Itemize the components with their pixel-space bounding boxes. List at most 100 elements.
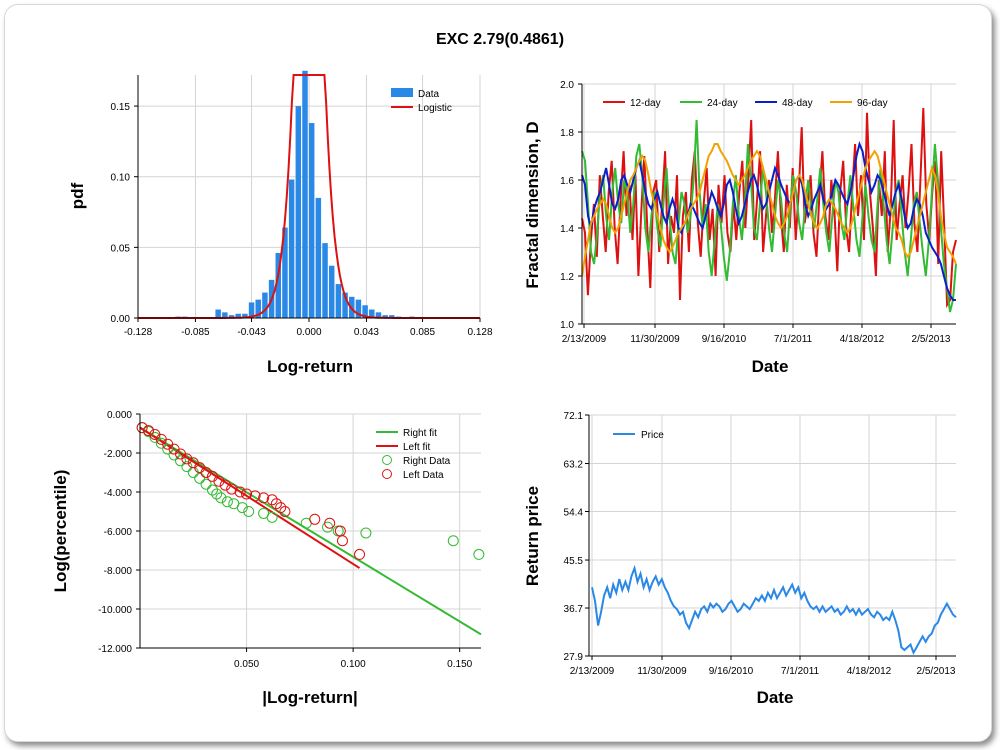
x-tick-label: 0.085 <box>410 327 435 338</box>
legend-label: 48-day <box>782 98 813 109</box>
x-tick-label: 2/13/2009 <box>570 666 615 677</box>
histogram-bar <box>335 284 342 318</box>
right-data-point <box>200 478 212 490</box>
legend-label: 96-day <box>857 98 888 109</box>
y-tick-label: 72.1 <box>564 411 584 422</box>
histogram-bar <box>382 315 388 318</box>
right-data-point <box>174 455 186 467</box>
histogram-bar <box>275 253 282 318</box>
y-tick-label: 1.4 <box>560 224 574 235</box>
right-data-point <box>162 443 174 455</box>
right-data-point <box>266 511 278 523</box>
histogram-bar <box>328 265 335 318</box>
right-data-point <box>149 431 161 443</box>
x-axis-label: Log-return <box>267 357 353 376</box>
y-tick-label: -4.000 <box>104 488 133 499</box>
legend-left-fit-label: Left fit <box>403 442 430 453</box>
y-tick-label: 36.7 <box>564 604 584 615</box>
x-tick-label: -0.128 <box>124 327 153 338</box>
x-axis-label: |Log-return| <box>262 688 357 707</box>
x-tick-label: 2/5/2013 <box>917 666 956 677</box>
left-data-point <box>200 467 212 478</box>
y-tick-label: 1.8 <box>560 128 574 139</box>
y-axis-label: Log(percentile) <box>51 470 70 593</box>
histogram-bar <box>302 70 308 318</box>
histogram-bar <box>375 312 382 318</box>
series-line-96-day <box>581 143 957 277</box>
y-tick-label: -12.000 <box>98 644 132 655</box>
x-tick-label: 0.000 <box>296 327 321 338</box>
right-data-point <box>473 548 485 560</box>
histogram-bar <box>222 312 228 318</box>
legend-right-data-swatch <box>382 455 392 465</box>
x-axis-label: Date <box>757 688 794 707</box>
histogram-bar <box>322 243 328 318</box>
histogram-bar <box>215 309 221 318</box>
x-tick-label: 7/1/2011 <box>781 666 820 677</box>
y-tick-label: 0.10 <box>111 173 131 184</box>
left-data-point <box>143 425 155 437</box>
y-tick-label: 1.6 <box>560 176 574 187</box>
x-tick-label: 4/18/2012 <box>847 666 892 677</box>
x-tick-label: 9/16/2010 <box>702 334 747 345</box>
x-tick-label: 0.150 <box>447 659 472 670</box>
legend-data-label: Data <box>418 89 440 100</box>
histogram-bar <box>228 315 235 318</box>
y-tick-label: 45.5 <box>564 556 584 567</box>
x-axis-label: Date <box>752 357 789 376</box>
histogram-bar <box>369 309 375 318</box>
histogram-bar <box>355 299 362 318</box>
right-data-point <box>236 502 248 514</box>
x-tick-label: 0.050 <box>234 659 259 670</box>
x-tick-label: -0.043 <box>237 327 266 338</box>
x-tick-label: 9/16/2010 <box>709 666 754 677</box>
right-data-point <box>168 449 180 461</box>
histogram-bar <box>248 302 255 318</box>
histogram-bar <box>295 106 302 319</box>
legend-label: 24-day <box>707 98 738 109</box>
histogram-bar <box>389 315 395 318</box>
left-data-point <box>266 494 278 506</box>
y-tick-label: -2.000 <box>104 449 133 460</box>
legend-left-data-label: Left Data <box>403 470 444 481</box>
left-data-point <box>354 548 366 560</box>
right-data-point <box>206 484 218 496</box>
y-tick-label: -10.000 <box>98 605 132 616</box>
left-data-point <box>241 488 253 500</box>
legend-logistic-label: Logistic <box>418 103 452 114</box>
histogram-bar <box>255 299 261 318</box>
x-tick-label: 7/1/2011 <box>774 334 813 345</box>
left-data-point <box>258 492 270 504</box>
y-axis-label: Return price <box>523 486 542 586</box>
main-title: EXC 2.79(0.4861) <box>435 31 565 48</box>
histogram-bar <box>235 313 241 318</box>
y-tick-label: 1.2 <box>560 272 574 283</box>
histogram-bar <box>342 292 348 318</box>
y-tick-label: 1.0 <box>560 320 574 331</box>
histogram-bar <box>242 313 248 318</box>
y-tick-label: 0.00 <box>111 314 131 325</box>
left-data-point <box>324 517 336 529</box>
y-tick-label: 0.15 <box>111 102 131 113</box>
right-data-point <box>181 461 193 473</box>
legend-right-data-label: Right Data <box>403 456 451 467</box>
y-tick-label: 0.05 <box>111 243 131 254</box>
y-tick-label: 0.000 <box>107 410 132 421</box>
right-data-point <box>194 472 206 484</box>
left-data-point <box>249 490 261 502</box>
left-data-point <box>275 502 287 514</box>
legend-label: 12-day <box>630 98 661 109</box>
histogram-bar <box>288 179 295 318</box>
histogram-bar <box>308 123 315 318</box>
histogram-bar <box>282 227 288 318</box>
left-data-point <box>136 422 148 434</box>
left-data-point <box>336 535 348 547</box>
y-tick-label: -8.000 <box>104 566 133 577</box>
y-tick-label: 27.9 <box>564 652 584 663</box>
x-tick-label: 4/18/2012 <box>840 334 885 345</box>
x-tick-label: 11/30/2009 <box>637 666 687 677</box>
legend-data-swatch <box>391 88 413 97</box>
x-tick-label: 2/5/2013 <box>912 334 951 345</box>
histogram-bar <box>262 292 268 318</box>
